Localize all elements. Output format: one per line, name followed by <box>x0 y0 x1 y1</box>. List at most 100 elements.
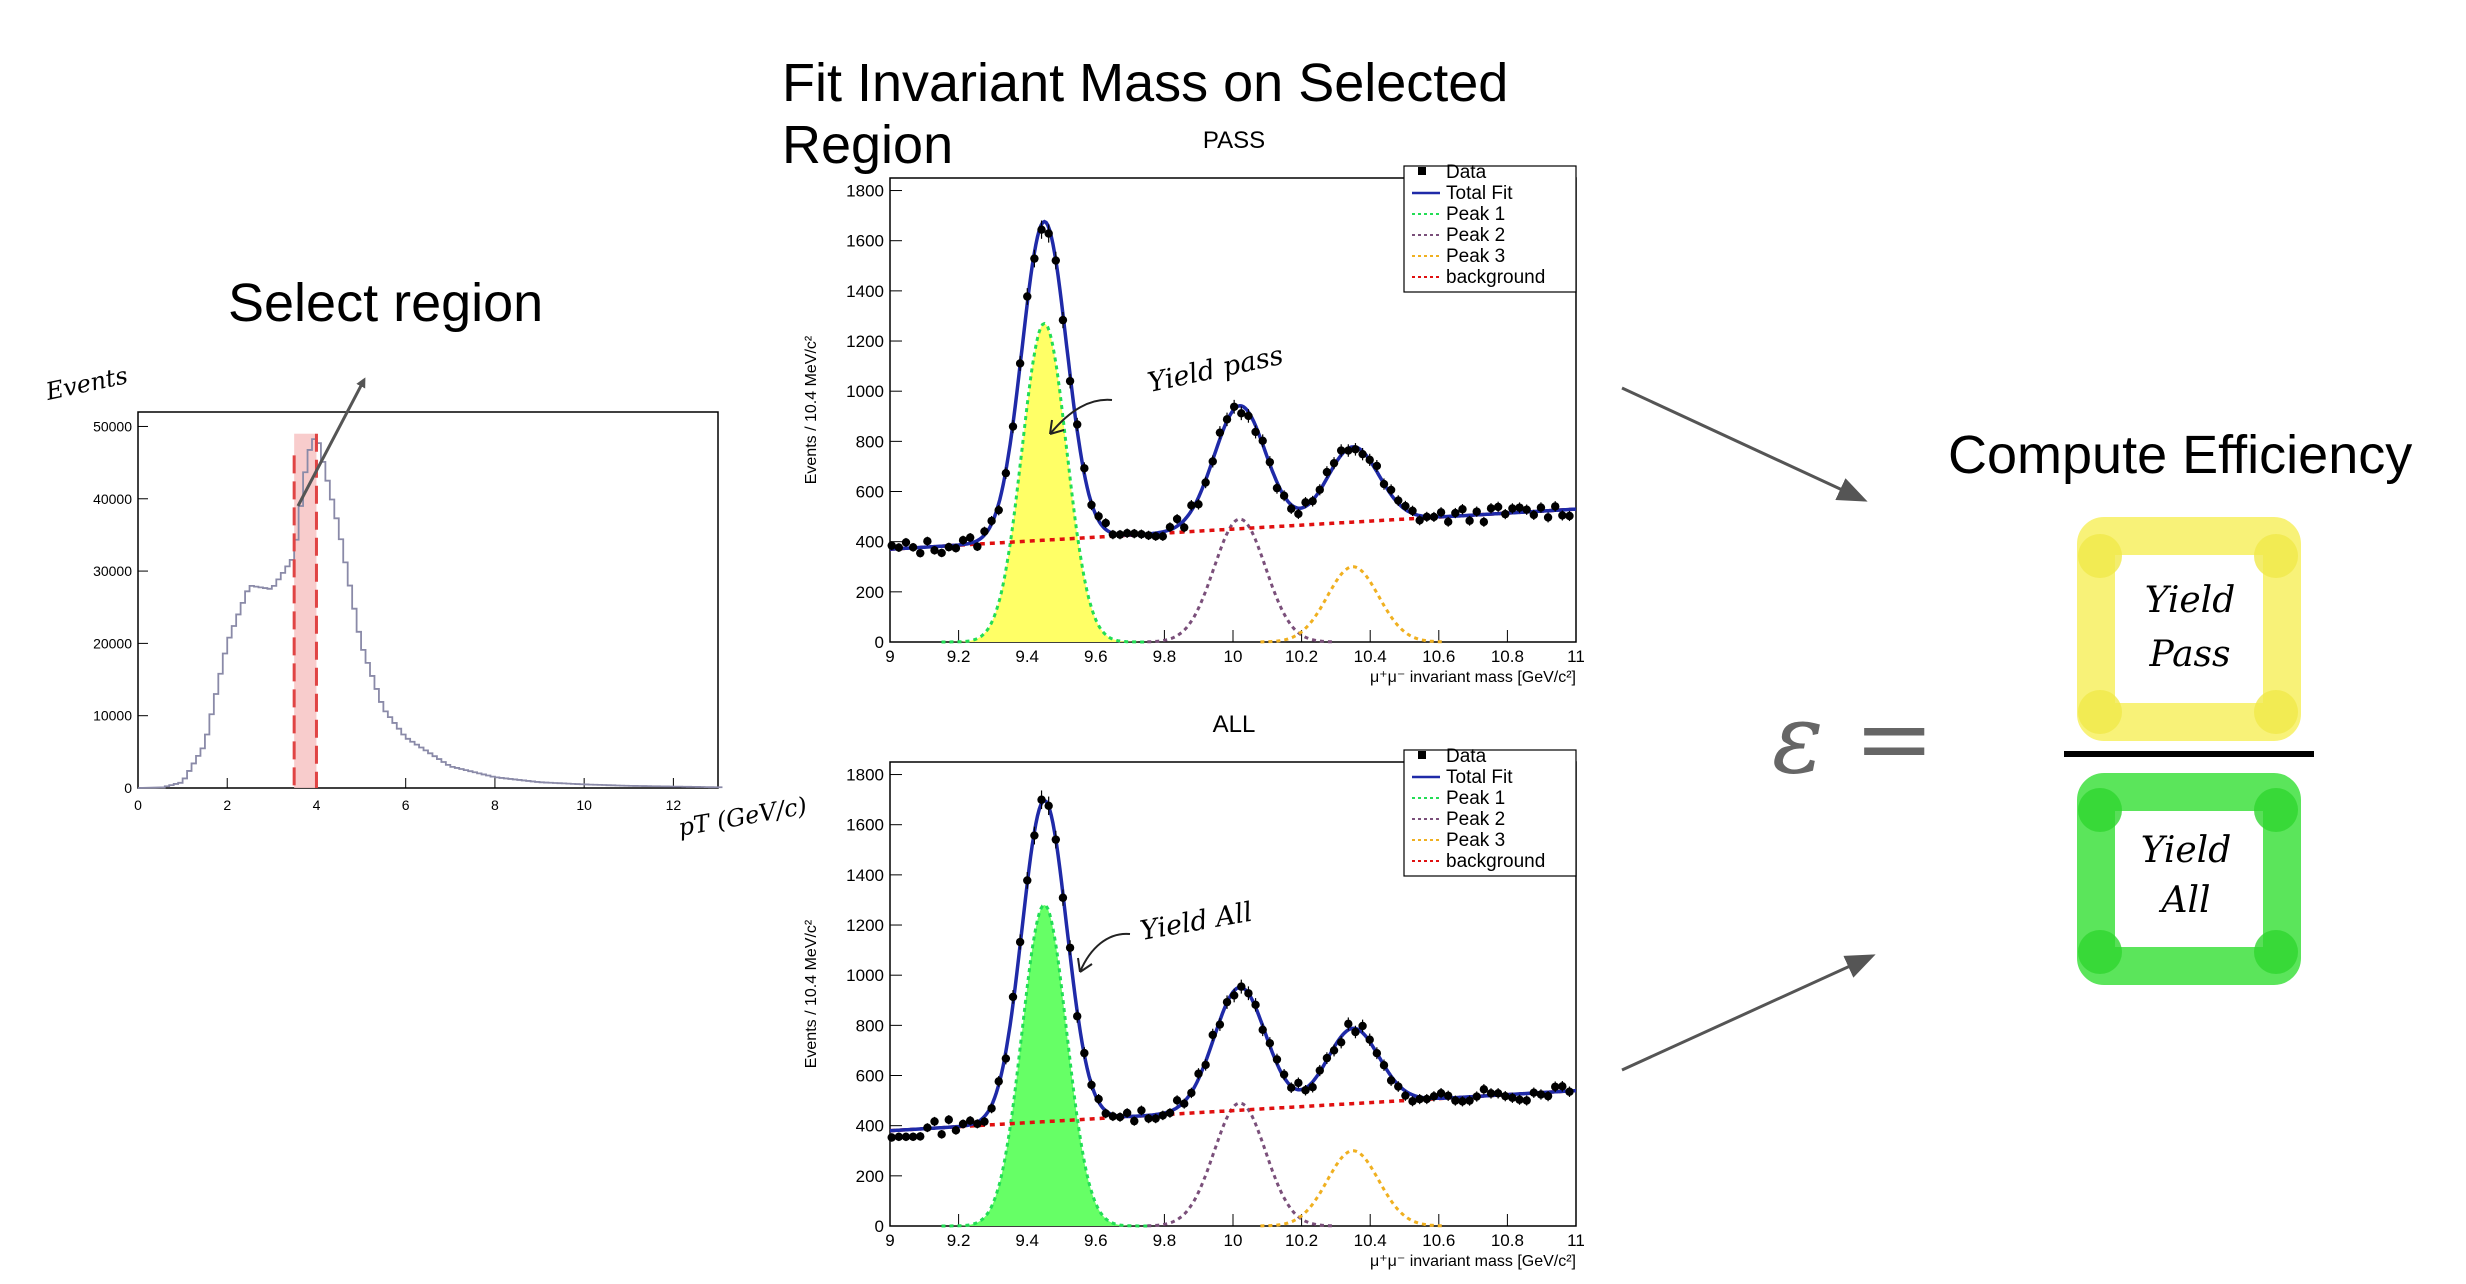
data-point <box>1379 479 1389 489</box>
data-point <box>923 537 932 546</box>
mass-x-tick-label: 9 <box>885 647 894 666</box>
data-point <box>1315 1066 1324 1075</box>
data-point <box>1044 229 1053 238</box>
pt-y-tick-label: 10000 <box>93 708 132 724</box>
data-point <box>1322 467 1332 477</box>
legend-label: Peak 3 <box>1446 246 1505 267</box>
pt-x-tick-label: 2 <box>223 797 231 813</box>
numerator-text-line1: Yield <box>2145 580 2236 621</box>
legend-label: Peak 1 <box>1446 788 1505 809</box>
data-point <box>1215 1020 1225 1029</box>
data-point <box>1443 517 1453 527</box>
denominator-highlight-square <box>2077 773 2301 985</box>
data-point <box>887 541 896 550</box>
denominator-corner-br <box>2254 930 2298 974</box>
data-point <box>1308 1083 1317 1092</box>
numerator-corner-tl <box>2078 534 2122 578</box>
data-point <box>1501 1091 1510 1101</box>
all-x-axis-ticks: 9 9.2 9.4 9.6 9.8 10 10.2 10.4 10.6 10.8 11 <box>885 1214 1585 1250</box>
data-point <box>1386 1076 1396 1085</box>
mass-y-tick-label: 1600 <box>846 232 884 251</box>
data-point <box>1244 411 1253 421</box>
data-point <box>1515 1095 1524 1104</box>
data-point <box>1172 1096 1182 1105</box>
data-point <box>1408 1097 1417 1106</box>
data-point <box>1543 1091 1553 1101</box>
mass-y-tick-label: 200 <box>856 583 884 602</box>
mass-y-tick-label: 1600 <box>846 816 884 835</box>
mass-y-tick-label: 1400 <box>846 282 884 301</box>
data-point <box>1515 503 1524 512</box>
data-point <box>1443 1091 1453 1100</box>
mass-x-tick-label: 10.6 <box>1422 647 1455 666</box>
pass-y-axis-ticks: 1800 1600 1400 1200 1000 800 600 400 200 0 <box>846 182 902 652</box>
pt-y-tick-label: 30000 <box>93 563 132 579</box>
pt-y-tick-label: 50000 <box>93 418 132 434</box>
data-point <box>923 1123 932 1132</box>
data-point <box>916 1132 925 1141</box>
data-point <box>1486 504 1496 513</box>
denominator-text-line2: All <box>2158 880 2210 921</box>
mass-x-tick-label: 9.2 <box>947 1231 971 1250</box>
data-point <box>1272 1055 1282 1064</box>
mass-y-tick-label: 0 <box>875 633 884 652</box>
data-point <box>1436 1088 1446 1098</box>
data-point <box>908 1132 918 1141</box>
data-point <box>1130 1116 1139 1126</box>
pt-y-tick-label: 40000 <box>93 491 132 507</box>
data-point <box>1023 876 1032 885</box>
data-point <box>1536 1090 1546 1099</box>
mass-x-tick-label: 9.8 <box>1153 647 1177 666</box>
mass-x-tick-label: 9.8 <box>1153 1231 1177 1250</box>
numerator-corner-tr <box>2254 534 2298 578</box>
data-point <box>1265 457 1275 467</box>
all-to-efficiency-arrow <box>1621 954 1876 1072</box>
data-point <box>1279 491 1289 500</box>
all-yield-arrowhead <box>1077 957 1093 973</box>
legend-label: background <box>1446 851 1545 872</box>
data-point <box>937 548 946 558</box>
data-point <box>1194 1069 1203 1078</box>
mass-y-tick-label: 800 <box>856 1016 884 1035</box>
pt-histogram-plot: 50000 40000 30000 20000 10000 0 0 2 4 6 8 10 12 Eve… <box>42 361 809 842</box>
denominator-corner-bl <box>2078 930 2122 974</box>
data-point <box>1336 1038 1346 1047</box>
data-point <box>1065 376 1075 386</box>
data-point <box>965 1116 975 1125</box>
pass-x-axis-ticks: 9 9.2 9.4 9.6 9.8 10 10.2 10.4 10.6 10.8 11 <box>885 630 1585 666</box>
data-point <box>1479 517 1489 527</box>
data-point <box>1015 937 1025 947</box>
data-point <box>1201 478 1210 487</box>
mass-x-tick-label: 10.6 <box>1422 1231 1455 1250</box>
data-point <box>1465 516 1474 525</box>
data-point <box>987 1104 996 1113</box>
mass-x-tick-label: 9.4 <box>1015 647 1039 666</box>
mass-y-tick-label: 600 <box>856 483 884 502</box>
data-point <box>1351 445 1360 454</box>
data-point <box>1222 997 1232 1007</box>
data-point <box>937 1130 946 1139</box>
data-point <box>1172 514 1182 524</box>
pt-x-label: pT (GeV/c) <box>676 792 809 842</box>
data-point <box>1472 1092 1481 1101</box>
data-point <box>958 536 968 545</box>
denominator-text-line1: Yield <box>2141 830 2232 871</box>
data-point <box>1130 529 1139 538</box>
data-point <box>1165 1108 1175 1118</box>
data-point <box>1394 496 1403 505</box>
data-point <box>1436 508 1446 517</box>
mass-x-tick-label: 9.6 <box>1084 1231 1108 1250</box>
data-point <box>1479 1085 1489 1094</box>
data-point <box>1137 1106 1146 1115</box>
mass-y-tick-label: 200 <box>856 1167 884 1186</box>
data-point <box>1051 835 1061 844</box>
denominator-corner-tl <box>2078 788 2122 832</box>
legend-label: Peak 2 <box>1446 225 1505 246</box>
data-point <box>930 1117 939 1126</box>
mass-y-tick-label: 0 <box>875 1217 884 1236</box>
data-point <box>1351 1027 1360 1037</box>
